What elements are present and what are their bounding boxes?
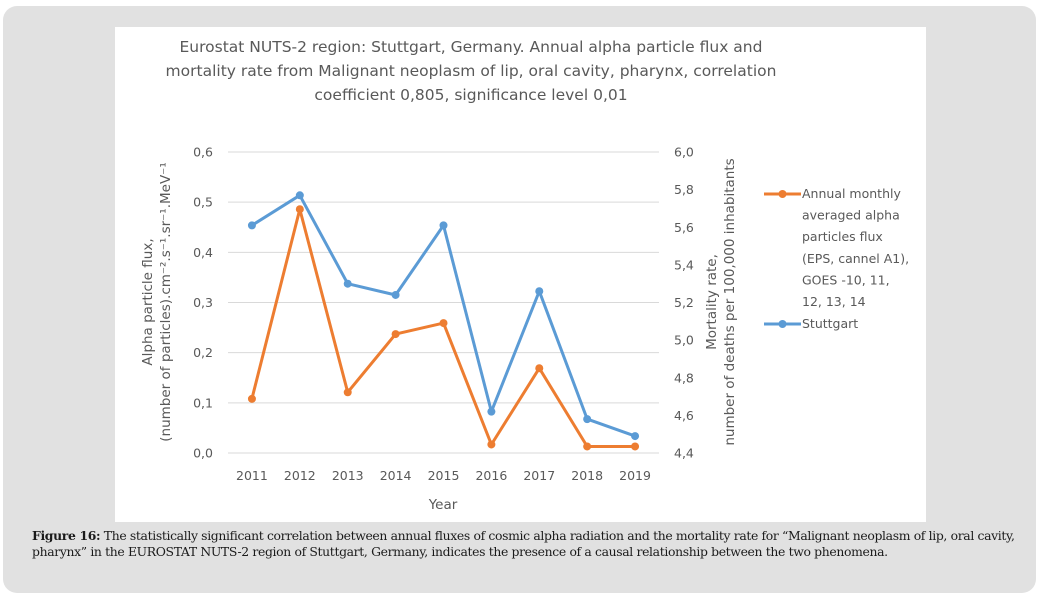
data-point xyxy=(583,415,592,424)
series-mortality-stuttgart xyxy=(247,191,640,441)
data-point xyxy=(295,205,304,214)
data-point xyxy=(439,221,448,230)
y-left-tick-label: 0,2 xyxy=(193,345,213,360)
y-left-tick-label: 0,5 xyxy=(193,195,213,210)
y-left-tick-label: 0,4 xyxy=(193,245,213,260)
x-tick-label: 2015 xyxy=(428,468,460,483)
legend-item: Annual monthly averaged alpha particles fl… xyxy=(764,186,909,309)
data-point xyxy=(247,394,256,403)
legend-label: particles flux xyxy=(802,229,883,244)
series-line xyxy=(250,207,637,448)
y-left-tick-label: 0,6 xyxy=(193,145,213,160)
legend-label: GOES -10, 11, xyxy=(802,272,890,287)
chart-area xyxy=(115,27,926,522)
y-right-tick-label: 6,0 xyxy=(674,145,694,160)
legend: Annual monthly averaged alpha particles fl… xyxy=(764,186,909,331)
y-left-tick-label: 0,0 xyxy=(193,446,213,461)
x-tick-label: 2018 xyxy=(571,468,603,483)
x-tick-label: 2017 xyxy=(523,468,555,483)
y-right-tick-label: 5,2 xyxy=(674,295,694,310)
caption-text: The statistically significant correlatio… xyxy=(32,528,1015,559)
legend-label: averaged alpha xyxy=(802,208,900,223)
y-right-tick-label: 5,4 xyxy=(674,257,694,272)
data-point xyxy=(631,442,640,451)
data-point xyxy=(487,407,496,416)
left-axis-title-line: Alpha particle flux, xyxy=(140,238,156,365)
x-tick-label: 2016 xyxy=(475,468,507,483)
legend-label: (EPS, cannel A1), xyxy=(802,251,909,266)
data-point xyxy=(343,388,352,397)
series-alpha-flux xyxy=(247,205,640,451)
chart-title-line: coefficient 0,805, significance level 0,… xyxy=(314,86,627,104)
y-right-tick-label: 4,4 xyxy=(674,446,694,461)
data-point xyxy=(391,330,400,339)
x-tick-label: 2012 xyxy=(284,468,316,483)
chart-title-line: mortality rate from Malignant neoplasm o… xyxy=(166,62,777,80)
chart-title: Eurostat NUTS-2 region: Stuttgart, Germa… xyxy=(166,38,777,104)
legend-label: Annual monthly xyxy=(802,186,901,201)
series-group xyxy=(247,191,640,451)
caption-label: Figure 16: xyxy=(32,528,101,543)
data-point xyxy=(439,319,448,328)
legend-marker-icon xyxy=(778,190,787,198)
y-left-tick-label: 0,1 xyxy=(193,395,213,410)
data-point xyxy=(631,432,640,441)
x-tick-label: 2011 xyxy=(236,468,268,483)
data-point xyxy=(247,221,256,230)
y-left-tick-label: 0,3 xyxy=(193,295,213,310)
chart-title-line: Eurostat NUTS-2 region: Stuttgart, Germa… xyxy=(180,38,763,56)
y-right-tick-label: 5,8 xyxy=(674,182,694,197)
right-axis-ticks: 4,4 4,6 4,8 5,0 5,2 5,4 5,6 5,8 6,0 xyxy=(674,145,694,461)
data-point xyxy=(583,442,592,451)
legend-label: Stuttgart xyxy=(802,316,858,331)
figure-caption: Figure 16: The statistically significant… xyxy=(32,528,1022,560)
series-line xyxy=(250,193,637,438)
right-axis-title-line: number of deaths per 100,000 inhabitants xyxy=(722,158,738,445)
left-axis-title-line: (number of particles).cm⁻².s⁻¹.sr⁻¹.MeV⁻… xyxy=(158,162,174,441)
x-tick-label: 2014 xyxy=(380,468,412,483)
x-tick-label: 2013 xyxy=(332,468,364,483)
gridlines xyxy=(228,151,659,454)
data-point xyxy=(391,290,400,299)
right-axis-title: Mortality rate, number of deaths per 100… xyxy=(704,158,738,445)
legend-item: Stuttgart xyxy=(764,316,858,331)
y-right-tick-label: 4,8 xyxy=(674,370,694,385)
legend-marker-icon xyxy=(778,320,787,328)
data-point xyxy=(535,287,544,296)
y-right-tick-label: 4,6 xyxy=(674,408,694,423)
x-axis-ticks: 2011 2012 2013 2014 2015 2016 2017 2018 2019 xyxy=(236,468,651,483)
y-right-tick-label: 5,0 xyxy=(674,333,694,348)
legend-label: 12, 13, 14 xyxy=(802,294,866,309)
data-point xyxy=(487,440,496,449)
data-point xyxy=(535,364,544,373)
data-point xyxy=(295,191,304,200)
x-tick-label: 2019 xyxy=(619,468,651,483)
left-axis-title: Alpha particle flux, (number of particle… xyxy=(140,162,174,441)
y-right-tick-label: 5,6 xyxy=(674,220,694,235)
right-axis-title-line: Mortality rate, xyxy=(704,254,720,350)
left-axis-ticks: 0,0 0,1 0,2 0,3 0,4 0,5 0,6 xyxy=(193,145,213,461)
x-axis-title: Year xyxy=(428,497,458,513)
data-point xyxy=(343,279,352,288)
